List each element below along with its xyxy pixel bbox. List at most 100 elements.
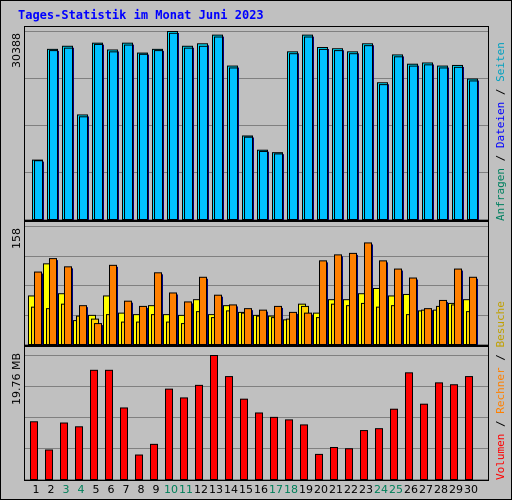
bar-rechner: [349, 252, 357, 345]
bar-rechner: [64, 266, 72, 345]
bar-volumen: [300, 424, 308, 480]
bar-dateien: [424, 64, 433, 221]
legend-separator: /: [494, 148, 507, 168]
bar-rechner: [334, 254, 342, 345]
bar-rechner: [229, 304, 237, 346]
bar-dateien: [64, 47, 73, 221]
bar-dateien: [229, 67, 238, 220]
bar-rechner: [439, 299, 447, 345]
bar-volumen: [435, 382, 443, 480]
bar-volumen: [285, 419, 293, 480]
bar-rechner: [154, 272, 162, 346]
x-tick-label: 17: [269, 483, 283, 496]
legend-item-dateien: Dateien: [494, 102, 507, 148]
bar-volumen: [330, 446, 338, 480]
panel-volumen: 19.76 MB: [10, 346, 489, 481]
bar-rechner: [319, 260, 327, 345]
x-tick-label: 14: [224, 483, 238, 496]
bar-volumen: [45, 449, 53, 480]
legend-item-seiten: Seiten: [494, 42, 507, 82]
y-axis-max-label: 158: [10, 228, 23, 249]
bar-dateien: [439, 67, 448, 220]
bar-dateien: [454, 66, 463, 220]
bar-volumen: [360, 430, 368, 481]
bar-dateien: [79, 116, 88, 220]
x-tick-label: 10: [164, 483, 178, 496]
bar-volumen: [270, 416, 278, 480]
bar-rechner: [364, 242, 372, 345]
x-tick-label: 25: [389, 483, 403, 496]
x-tick-label: 24: [374, 483, 388, 496]
bar-volumen: [465, 376, 473, 480]
x-tick-label: 29: [449, 483, 463, 496]
bar-dateien: [409, 65, 418, 220]
x-tick-label: 20: [314, 483, 328, 496]
bar-rechner: [109, 264, 117, 346]
x-tick-label: 7: [123, 483, 130, 496]
bar-dateien: [94, 43, 103, 221]
bar-dateien: [349, 53, 358, 220]
bar-volumen: [90, 369, 98, 481]
bar-rechner: [259, 309, 267, 345]
chart-title: Tages-Statistik im Monat Juni 2023: [18, 8, 264, 22]
bar-dateien: [154, 50, 163, 220]
x-tick-label: 3: [63, 483, 70, 496]
bar-volumen: [375, 428, 383, 481]
legend-separator: /: [494, 414, 507, 434]
bar-volumen: [315, 453, 323, 480]
x-tick-label: 27: [419, 483, 433, 496]
bar-dateien: [319, 48, 328, 221]
x-tick-label: 6: [108, 483, 115, 496]
bar-rechner: [304, 312, 312, 345]
y-axis-max-label: 30388: [10, 33, 23, 68]
bar-rechner: [169, 292, 177, 345]
plot-frame: [24, 346, 489, 481]
plot-frame: [24, 221, 489, 346]
bar-rechner: [469, 276, 477, 346]
legend-top-text: Anfragen / Dateien / Seiten: [494, 42, 507, 221]
bar-dateien: [184, 47, 193, 221]
x-tick-label: 9: [153, 483, 160, 496]
bar-dateien: [169, 32, 178, 221]
bar-rechner: [34, 271, 42, 346]
bar-dateien: [379, 84, 388, 221]
bar-volumen: [390, 408, 398, 481]
x-tick-label: 23: [359, 483, 373, 496]
legend-item-besuche: Besuche: [494, 301, 507, 347]
legend-item-volumen: Volumen: [494, 434, 507, 480]
bar-dateien: [394, 56, 403, 221]
legend-bottom: Volumen / Rechner / Besuche: [494, 301, 507, 480]
x-tick-label: 18: [284, 483, 298, 496]
bar-volumen: [135, 454, 143, 480]
bar-rechner: [184, 301, 192, 346]
legend-item-anfragen: Anfragen: [494, 168, 507, 221]
bar-dateien: [139, 53, 148, 220]
bar-dateien: [49, 50, 58, 220]
bar-dateien: [34, 160, 43, 221]
bar-rechner: [94, 323, 102, 345]
bar-rechner: [394, 268, 402, 345]
bar-volumen: [75, 426, 83, 480]
panel-anfragen-dateien: 30388: [10, 26, 489, 222]
bar-dateien: [199, 45, 208, 220]
x-tick-label: 21: [329, 483, 343, 496]
bar-volumen: [150, 443, 158, 481]
legend-bottom-text: Volumen / Rechner / Besuche: [494, 301, 507, 480]
x-tick-label: 28: [434, 483, 448, 496]
bar-volumen: [195, 384, 203, 481]
bar-rechner: [244, 308, 252, 345]
x-tick-label: 19: [299, 483, 313, 496]
bar-rechner: [289, 311, 297, 345]
bar-volumen: [225, 376, 233, 480]
bar-volumen: [180, 397, 188, 480]
bar-volumen: [165, 388, 173, 480]
legend-top: Anfragen / Dateien / Seiten: [494, 42, 507, 221]
x-tick-label: 5: [93, 483, 100, 496]
legend-separator: /: [494, 348, 507, 368]
bar-volumen: [120, 407, 128, 481]
bar-rechner: [454, 268, 462, 345]
x-tick-label: 15: [239, 483, 253, 496]
bar-dateien: [364, 45, 373, 220]
x-tick-label: 30: [464, 483, 478, 496]
